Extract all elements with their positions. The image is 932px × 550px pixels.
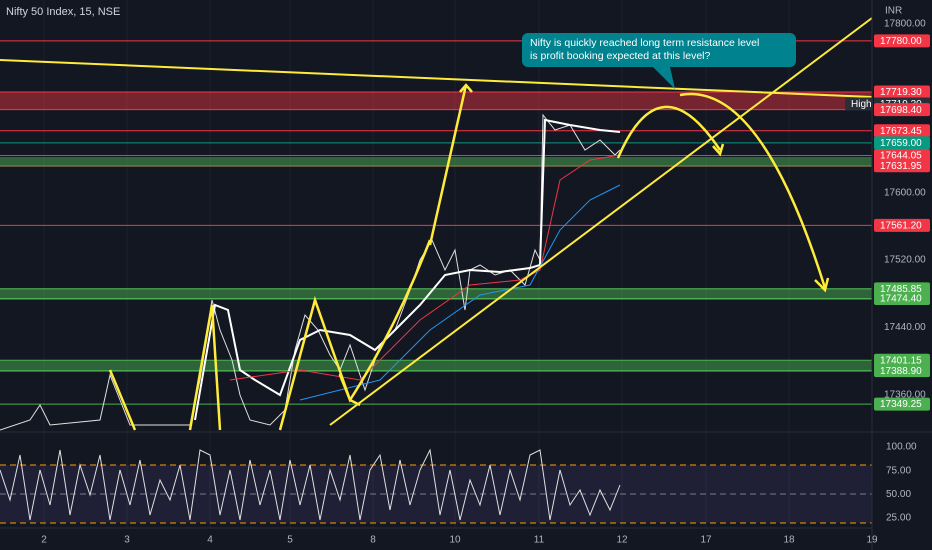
price-label: 17474.40: [880, 294, 922, 305]
time-label: 12: [616, 535, 628, 546]
time-label: 17: [700, 535, 712, 546]
price-label: 17719.30: [880, 87, 922, 98]
rsi-tick-label: 25.00: [886, 513, 911, 524]
price-tick-label: 17520.00: [884, 255, 926, 266]
price-tick-label: 17440.00: [884, 322, 926, 333]
price-label-bg: [874, 218, 930, 232]
price-label: 17659.00: [880, 138, 922, 149]
price-label-bg: [874, 148, 930, 162]
annotation-line: Nifty is quickly reached long term resis…: [530, 37, 759, 49]
price-label: 17388.90: [880, 366, 922, 377]
price-label-bg: [874, 103, 930, 117]
time-label: 11: [534, 535, 545, 546]
rsi-line: [0, 448, 621, 521]
zones: [0, 92, 872, 372]
time-label: 3: [124, 535, 130, 546]
rsi-tick-label: 100.00: [886, 442, 917, 453]
time-label: 10: [449, 535, 461, 546]
price-label: 17561.20: [880, 220, 922, 231]
time-label: 8: [370, 535, 376, 546]
price-label: 17485.85: [880, 284, 922, 295]
price-tag: High: [851, 99, 872, 110]
price-tag-bg: [845, 97, 873, 111]
price-label-bg: [874, 34, 930, 48]
price-label-bg: [874, 136, 930, 150]
price-label-bg: [874, 292, 930, 306]
price-tick-label: 17600.00: [884, 187, 926, 198]
currency: INR: [885, 6, 902, 17]
drawings: [0, 17, 873, 431]
time-label: 4: [207, 535, 213, 546]
price-tick-label: 17360.00: [884, 390, 926, 401]
price-label-bg: [874, 397, 930, 411]
price-label: 17780.00: [880, 36, 922, 47]
rsi-tick-label: 75.00: [886, 465, 911, 476]
time-label: 5: [287, 535, 293, 546]
price-lines: [0, 113, 621, 431]
time-label: 19: [866, 535, 878, 546]
time-label: 2: [41, 535, 47, 546]
price-label: 17673.45: [880, 126, 922, 137]
price-label: 17349.25: [880, 399, 922, 410]
chart-title: Nifty 50 Index, 15, NSE: [6, 6, 120, 18]
level-lines: [0, 40, 872, 405]
price-label: 17644.05: [880, 151, 922, 162]
price-label: 17698.40: [880, 105, 922, 116]
annotation-line: is profit booking expected at this level…: [530, 50, 711, 62]
annotation: Nifty is quickly reached long term resis…: [522, 33, 796, 89]
axes: 17800.00 17600.00 17520.00 17440.00 17360.00…: [41, 19, 930, 546]
time-label: 18: [783, 535, 795, 546]
price-label-bg: [874, 85, 930, 99]
price-label-bg: [874, 124, 930, 138]
grid: [43, 0, 790, 528]
price-label-bg: [874, 353, 930, 367]
price-label-bg: [874, 159, 930, 173]
price-label: 17631.95: [880, 161, 922, 172]
price-label-bg: [874, 364, 930, 378]
price-label: 17401.15: [880, 355, 922, 366]
price-tick-label: 17800.00: [884, 19, 926, 30]
rsi-levels: [0, 464, 872, 524]
rsi-tick-label: 50.00: [886, 489, 911, 500]
